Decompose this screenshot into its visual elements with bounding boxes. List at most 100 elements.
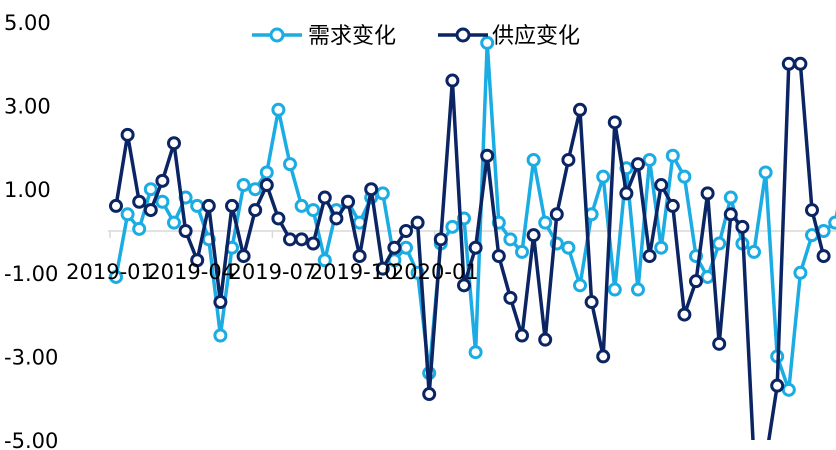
data-point-supply (445, 73, 460, 88)
data-point-demand (445, 219, 460, 234)
data-point-supply (433, 232, 448, 247)
data-point-supply (468, 240, 483, 255)
data-point-supply (619, 186, 634, 201)
data-point-demand (167, 215, 181, 230)
data-point-demand (306, 203, 321, 218)
data-point-supply (213, 295, 228, 310)
data-point-demand (642, 152, 657, 167)
data-point-demand (654, 240, 669, 255)
data-point-demand (712, 236, 727, 251)
data-point-supply (155, 173, 170, 188)
legend-label-supply: 供应变化 (492, 24, 580, 49)
data-point-demand (375, 186, 390, 201)
y-tick-label: 1.00 (4, 178, 51, 202)
data-point-supply (236, 249, 251, 264)
data-point-supply (294, 232, 309, 247)
data-point-demand (781, 382, 796, 397)
data-point-supply (712, 336, 727, 351)
data-point-demand (515, 244, 529, 259)
data-point-supply (410, 215, 425, 230)
data-point-supply (538, 332, 553, 347)
legend-item-demand: 需求变化 (252, 24, 396, 49)
data-point-supply (491, 249, 506, 264)
data-point-demand (607, 282, 622, 297)
data-point-supply (515, 328, 529, 343)
data-point-supply (225, 198, 239, 213)
data-point-supply (781, 56, 796, 71)
data-point-supply (259, 178, 274, 193)
data-point-supply (503, 290, 518, 305)
data-point-supply (723, 207, 738, 222)
legend-label-demand: 需求变化 (308, 24, 396, 49)
data-point-demand (248, 182, 263, 197)
data-point-supply (120, 127, 135, 142)
data-point-demand (526, 152, 541, 167)
data-point-demand (700, 269, 715, 284)
data-point-supply (248, 203, 263, 218)
data-point-supply (178, 224, 193, 238)
data-point-supply (665, 198, 680, 213)
data-point-demand (109, 269, 123, 284)
data-point-supply (201, 198, 216, 213)
data-point-demand (468, 345, 483, 360)
data-point-demand (758, 165, 773, 180)
series-line-supply (114, 62, 826, 440)
data-point-supply (341, 194, 355, 209)
data-point-supply (271, 211, 286, 226)
data-point-supply (573, 102, 587, 117)
x-axis-labels: 2019-01 2019-04 2019-07 2019-10 2020-01 (66, 260, 479, 284)
y-axis-ticks: 5.00 3.00 1.00 -1.00 -3.00 -5.00 (4, 11, 58, 450)
data-point-demand (213, 328, 228, 343)
data-point-demand (190, 198, 205, 213)
data-point-supply (805, 203, 819, 218)
series-layer (109, 35, 836, 440)
data-point-demand (723, 190, 738, 205)
legend-item-supply: 供应变化 (438, 24, 580, 49)
data-point-supply (793, 56, 808, 71)
y-tick-label: 5.00 (4, 11, 51, 35)
data-point-supply (480, 148, 495, 163)
data-point-supply (317, 190, 332, 205)
data-point-supply (109, 198, 123, 213)
data-point-demand (677, 169, 692, 184)
data-point-supply (816, 249, 831, 264)
data-point-supply (631, 157, 645, 172)
data-point-demand (317, 253, 332, 268)
data-point-supply (352, 249, 367, 264)
data-point-demand (561, 240, 576, 255)
data-point-supply (735, 219, 750, 234)
x-tick-label: 2019-10 (310, 260, 398, 284)
data-point-demand (120, 207, 135, 222)
data-point-supply (584, 295, 599, 310)
data-point-supply (689, 274, 703, 289)
data-point-demand (747, 244, 761, 259)
data-point-demand (259, 165, 274, 180)
data-point-supply (364, 182, 379, 197)
data-point-demand (271, 102, 286, 117)
data-point-supply (549, 207, 564, 222)
y-tick-label: -1.00 (4, 262, 58, 286)
data-point-demand (155, 194, 170, 209)
x-axis-tickmarks (109, 231, 436, 238)
data-point-demand (596, 169, 611, 184)
data-point-supply (143, 203, 158, 218)
data-point-supply (596, 349, 611, 364)
data-point-supply (329, 211, 344, 226)
legend-marker-supply (455, 27, 471, 43)
data-point-demand (828, 215, 836, 230)
legend: 需求变化 供应变化 (252, 24, 580, 49)
data-point-supply (677, 307, 692, 322)
data-point-demand (399, 240, 413, 255)
data-point-demand (573, 278, 587, 293)
data-point-supply (399, 224, 413, 238)
data-point-supply (387, 240, 402, 255)
data-point-supply (132, 194, 147, 209)
data-point-demand (143, 182, 158, 197)
data-point-supply (700, 186, 715, 201)
y-tick-label: -5.00 (4, 429, 58, 450)
x-tick-label: 2019-01 (66, 260, 154, 284)
data-point-supply (642, 249, 657, 264)
data-point-demand (631, 282, 645, 297)
x-tick-label: 2019-07 (229, 260, 317, 284)
data-point-demand (538, 215, 553, 230)
